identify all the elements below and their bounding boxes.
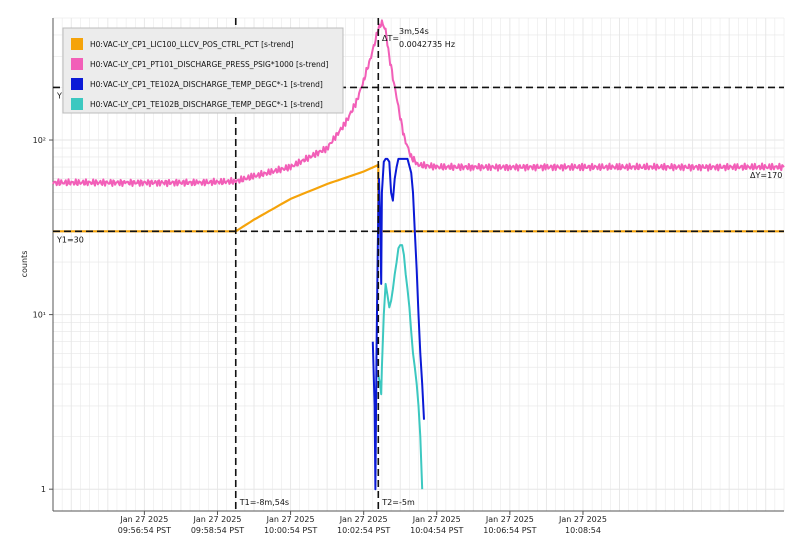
y-axis-title: counts [20,251,29,278]
x-tick-label-time: 10:06:54 PST [483,526,536,535]
delta-t-label: ΔT= [382,34,399,43]
x-tick-label-time: 10:04:54 PST [410,526,463,535]
x-tick-label-time: 09:58:54 PST [191,526,244,535]
x-tick-label-date: Jan 27 2025 [192,515,241,524]
y-tick-label: 10¹ [33,311,46,320]
legend-box [62,27,344,114]
x-tick-label-date: Jan 27 2025 [339,515,388,524]
series-line-4 [377,244,424,490]
x-tick-label-date: Jan 27 2025 [485,515,534,524]
legend-label-4: H0:VAC-LY_CP1_TE102B_DISCHARGE_TEMP_DEGC… [90,100,323,109]
x-tick-label-date: Jan 27 2025 [119,515,168,524]
legend-swatch-3 [71,78,83,90]
legend-label-2: H0:VAC-LY_CP1_PT101_DISCHARGE_PRESS_PSIG… [90,60,329,69]
delta-t-frequency: 0.0042735 Hz [399,40,455,49]
series-line-2 [52,19,785,188]
cursor-y2-label: Y1=30 [56,235,84,244]
cursor-t2-label: T2=-5m [381,498,415,507]
axes: counts [20,18,784,512]
legend-swatch-4 [71,98,83,110]
legend-label-1: H0:VAC-LY_CP1_LIC100_LLCV_POS_CTRL_PCT [… [90,40,294,49]
cursor-t1-label: T1=-8m,54s [239,498,289,507]
legend-label-3: H0:VAC-LY_CP1_TE102A_DISCHARGE_TEMP_DEGC… [90,80,323,89]
y-tick-labels: 1 10¹ 10² [33,136,53,494]
x-tick-label-time: 10:00:54 PST [264,526,317,535]
x-tick-label-date: Jan 27 2025 [266,515,315,524]
x-tick-label-date: Jan 27 2025 [558,515,607,524]
x-tick-labels: Jan 27 2025 09:56:54 PST Jan 27 2025 09:58:… [118,511,607,535]
legend-swatch-1 [71,38,83,50]
x-tick-label-date: Jan 27 2025 [412,515,461,524]
y-tick-label: 10² [33,136,46,145]
y-tick-label: 1 [41,485,46,494]
x-tick-label-time: 09:56:54 PST [118,526,171,535]
legend-swatch-2 [71,58,83,70]
delta-t-value: 3m,54s [399,27,429,36]
legend: H0:VAC-LY_CP1_LIC100_LLCV_POS_CTRL_PCT [… [62,27,344,114]
x-tick-label-time: 10:08:54 [565,526,601,535]
x-tick-label-time: 10:02:54 PST [337,526,390,535]
delta-y-label: ΔY=170 [750,171,782,180]
